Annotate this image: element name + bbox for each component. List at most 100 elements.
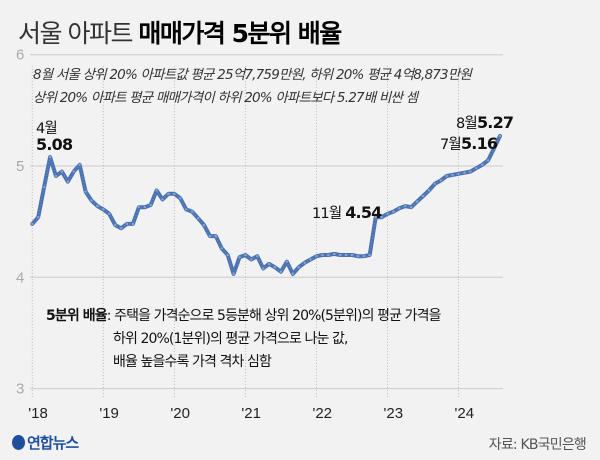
data-point (451, 173, 454, 177)
x-tick-label: '23 (384, 405, 404, 422)
data-point (78, 163, 81, 167)
data-point (190, 210, 194, 213)
data-point (338, 253, 342, 257)
data-point (297, 266, 300, 269)
data-point (421, 194, 425, 198)
data-point (167, 192, 170, 196)
data-point (108, 212, 111, 216)
data-point (285, 260, 289, 263)
subtitle-line-2: 상위 20% 아파트 평균 매매가격이 하위 20% 아파트보다 5.27배 비… (33, 90, 418, 106)
data-point (463, 171, 466, 174)
data-point (84, 190, 87, 193)
data-point (161, 198, 164, 201)
data-point (439, 179, 442, 182)
y-tick-label: 4 (16, 269, 24, 286)
data-point (321, 253, 324, 257)
source-note: 자료: KB국민은행 (488, 437, 587, 453)
data-point (96, 204, 99, 208)
definition-line-1: 5분위 배율: 주택을 가격순으로 5등분해 상위 20%(5분위)의 평균 가… (46, 305, 441, 325)
data-point (202, 223, 206, 227)
x-tick-label: '18 (28, 405, 48, 422)
annotation-jul24-month: 7월 (440, 137, 462, 153)
data-point (273, 266, 277, 269)
data-point (31, 222, 34, 226)
data-point (60, 170, 64, 173)
data-point (250, 258, 253, 261)
data-point (173, 192, 176, 196)
data-point (392, 210, 395, 213)
x-tick-label: '20 (170, 405, 190, 422)
data-point (279, 270, 283, 273)
data-point (374, 215, 377, 219)
definition-line-3: 배율 높을수록 가격 격차 심함 (113, 354, 272, 370)
data-point (368, 253, 371, 257)
data-point (327, 253, 330, 257)
data-point (303, 261, 306, 265)
title-bold: 매매가격 5분위 배율 (138, 19, 342, 48)
annotation-jul24-value: 5.16 (460, 134, 498, 153)
annotation-nov22: 11월 4.54 (312, 202, 382, 223)
data-point (415, 200, 419, 203)
data-point (409, 205, 413, 209)
definition-text-1: : 주택을 가격순으로 5등분해 상위 20%(5분위)의 평균 가격을 (106, 308, 442, 324)
data-point (350, 253, 354, 257)
data-point (66, 180, 70, 183)
annotation-nov22-month: 11월 (312, 206, 342, 222)
series-line (30, 133, 502, 276)
data-point (267, 262, 271, 266)
annotation-apr18-value: 5.08 (36, 135, 73, 154)
data-point (137, 205, 141, 209)
definition-term: 5분위 배율 (46, 308, 108, 324)
data-point (457, 172, 460, 175)
data-point (220, 247, 223, 250)
data-point (185, 208, 188, 211)
data-point (315, 254, 318, 258)
data-point (386, 212, 389, 216)
yonhap-logo: 연합뉴스 (12, 432, 79, 453)
data-point (256, 254, 259, 258)
definition-line-2: 하위 20%(1분위)의 평균 가격으로 나눈 값, (113, 331, 348, 347)
title-light: 서울 아파트 (18, 19, 133, 48)
x-tick-label: '24 (455, 405, 475, 422)
data-point (37, 215, 40, 219)
data-point (433, 182, 437, 186)
data-point (90, 199, 93, 202)
data-point (469, 170, 472, 173)
data-point (54, 174, 58, 178)
data-point (48, 155, 52, 159)
data-point (113, 223, 117, 227)
annotation-aug24-value: 5.27 (476, 113, 514, 132)
data-point (333, 252, 336, 256)
annotation-aug24: 8월5.27 (456, 112, 514, 133)
data-point (214, 234, 218, 238)
data-point (356, 254, 360, 258)
data-point (72, 170, 75, 173)
data-point (486, 159, 490, 162)
subtitle-line-1: 8월 서울 상위 20% 아파트값 평균 25억7,759만원, 하위 20% … (33, 67, 472, 83)
data-point (226, 253, 229, 257)
data-point (125, 222, 129, 226)
x-tick-label: '21 (241, 405, 261, 422)
data-point (143, 205, 146, 209)
logo-icon (12, 435, 25, 450)
data-point (119, 227, 123, 230)
data-point (196, 217, 200, 220)
x-tick-label: '22 (312, 405, 332, 422)
series-line-dots (31, 135, 501, 276)
data-point (380, 215, 383, 219)
y-tick-label: 6 (16, 47, 24, 64)
data-point (398, 207, 401, 210)
data-point (404, 204, 407, 208)
x-tick-label: '19 (99, 405, 119, 422)
data-point (261, 267, 265, 270)
data-point (362, 254, 366, 258)
annotation-apr18-month: 4월 (36, 121, 58, 137)
data-point (492, 146, 496, 150)
data-point (445, 174, 448, 178)
annotation-nov22-value: 4.54 (345, 203, 382, 222)
data-point (131, 222, 135, 226)
data-point (481, 163, 484, 167)
data-point (179, 197, 182, 200)
data-point (42, 185, 46, 189)
